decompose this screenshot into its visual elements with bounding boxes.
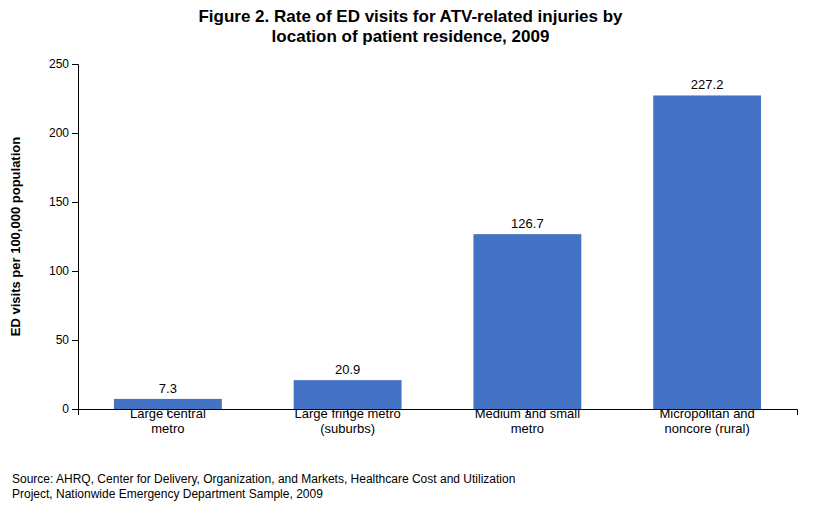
tick: 50 — [56, 333, 78, 347]
tick-mark — [72, 202, 78, 203]
chart: Figure 2. Rate of ED visits for ATV-rela… — [0, 0, 821, 517]
x-axis: Large centralmetro Large fringe metro(sub… — [79, 406, 798, 436]
tick-label: 0 — [62, 402, 69, 416]
tick: 0 — [62, 402, 78, 416]
tick-label: Large centralmetro — [130, 406, 206, 436]
tick-mark — [72, 340, 78, 341]
tick-label: Medium and smallmetro — [475, 406, 581, 436]
tick: 200 — [49, 126, 78, 140]
tick-label: 250 — [49, 57, 69, 71]
bar — [653, 95, 761, 409]
data-label: 20.9 — [335, 362, 360, 377]
title: Figure 2. Rate of ED visits for ATV-rela… — [198, 7, 623, 46]
tick: Large centralmetro — [130, 406, 206, 436]
tick: Micropolitan andnoncore (rural) — [659, 406, 754, 436]
tick-label: 100 — [49, 264, 69, 278]
data-label: 7.3 — [159, 381, 177, 396]
tick-mark — [72, 133, 78, 134]
tick-label: 50 — [56, 333, 70, 347]
tick-mark — [72, 271, 78, 272]
tick-label: Large fringe metro(suburbs) — [295, 406, 401, 436]
y-axis: 0 50 100 150 200 250 — [49, 57, 79, 416]
bar — [473, 234, 581, 409]
data-label: 126.7 — [511, 216, 544, 231]
annotation: Source: AHRQ, Center for Delivery, Organ… — [12, 472, 515, 501]
tick: 100 — [49, 264, 78, 278]
tick: Large fringe metro(suburbs) — [295, 406, 401, 436]
y-axis-title: ED visits per 100,000 population — [8, 137, 23, 336]
data-labels: 7.3 20.9 126.7 227.2 — [159, 77, 724, 395]
tick-label: 150 — [49, 195, 69, 209]
tick: 150 — [49, 195, 78, 209]
tick-mark — [72, 64, 78, 65]
tick-label: 200 — [49, 126, 69, 140]
tick: Medium and smallmetro — [475, 406, 581, 436]
bar — [294, 380, 402, 409]
tick-mark — [72, 409, 78, 410]
tick-label: Micropolitan andnoncore (rural) — [659, 406, 754, 436]
bars — [114, 95, 761, 409]
tick: 250 — [49, 57, 78, 71]
plot: 7.3 20.9 126.7 227.2 0 50 100 150 200 250 Large ce… — [49, 57, 798, 436]
data-label: 227.2 — [691, 77, 724, 92]
axis-line — [72, 65, 79, 410]
